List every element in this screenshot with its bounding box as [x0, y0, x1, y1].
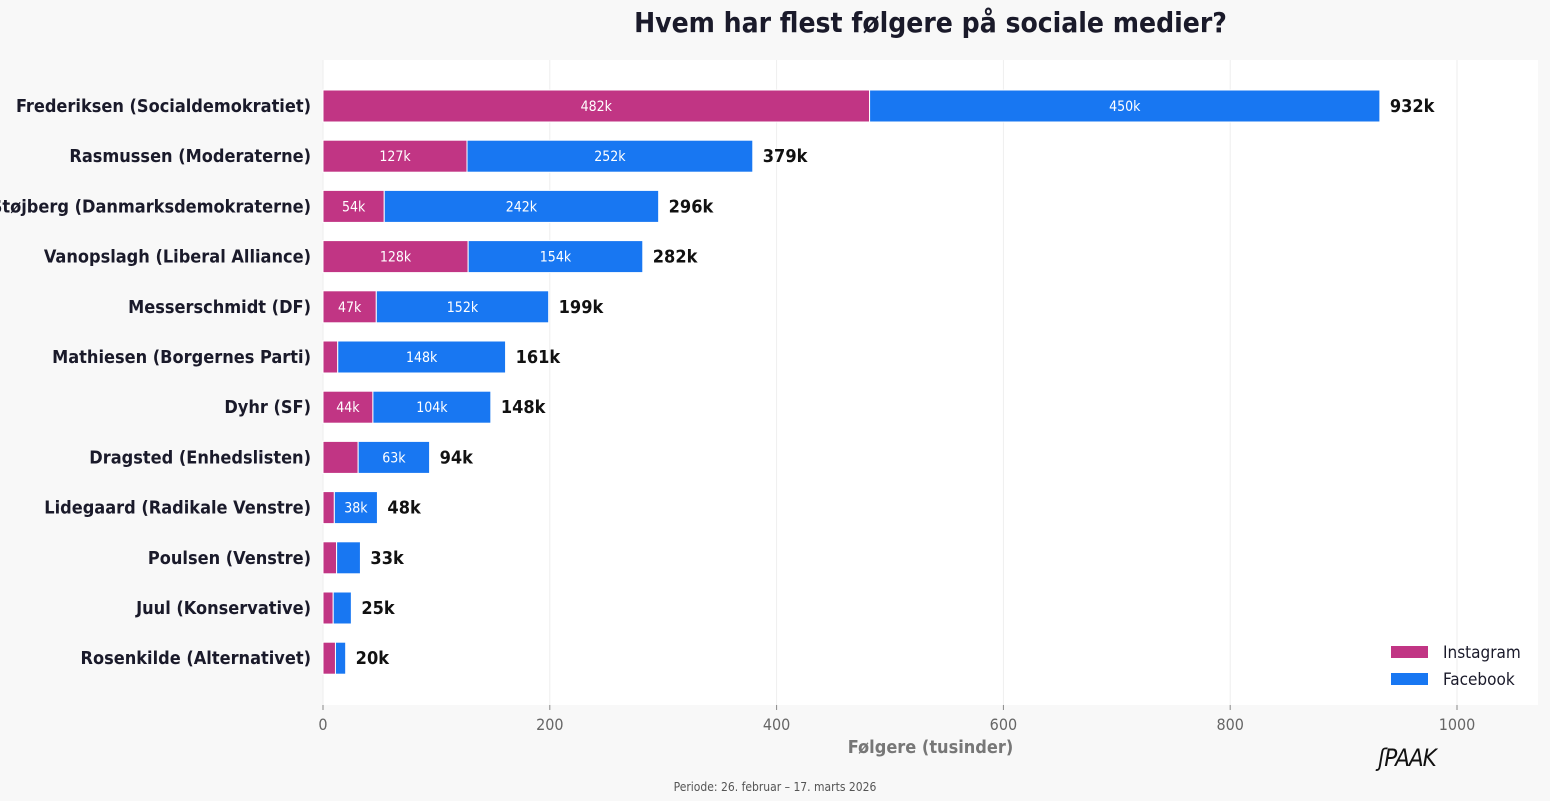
bar-instagram — [322, 641, 336, 675]
x-tick-label: 200 — [536, 715, 563, 734]
bar-value-label: 128k — [380, 250, 412, 266]
category-label: Vanopslagh (Liberal Alliance) — [44, 247, 311, 268]
legend-swatch-instagram — [1391, 646, 1428, 658]
total-label: 33k — [370, 548, 405, 569]
total-label: 296k — [669, 196, 715, 217]
x-tick-label: 0 — [318, 715, 327, 734]
bar-instagram — [322, 591, 334, 625]
total-label: 25k — [361, 598, 396, 619]
total-label: 199k — [559, 297, 605, 318]
bar-facebook — [466, 139, 754, 173]
category-label: Poulsen (Venstre) — [148, 548, 311, 569]
bar-value-label: 38k — [344, 501, 368, 517]
category-label: Rasmussen (Moderaterne) — [69, 146, 311, 167]
bar-facebook — [333, 491, 378, 525]
bar-value-label: 154k — [540, 250, 572, 266]
category-label: Støjberg (Danmarksdemokraterne) — [0, 196, 311, 217]
legend-swatch-facebook — [1391, 673, 1428, 685]
category-label: Lidegaard (Radikale Venstre) — [44, 498, 311, 519]
x-tick-label: 1000 — [1439, 715, 1476, 734]
bar-instagram — [322, 340, 339, 374]
bar-facebook — [383, 189, 660, 223]
category-label: Frederiksen (Socialdemokratiet) — [16, 96, 311, 117]
bar-value-label: 148k — [406, 350, 438, 366]
bar-instagram — [322, 89, 871, 123]
total-label: 94k — [440, 447, 475, 468]
total-label: 48k — [387, 498, 422, 519]
bar-value-label: 242k — [506, 199, 538, 215]
bar-facebook — [336, 541, 361, 575]
x-axis-label: Følgere (tusinder) — [848, 737, 1014, 758]
category-label: Juul (Konservative) — [135, 598, 311, 619]
category-label: Dyhr (SF) — [224, 397, 311, 418]
bar-value-label: 104k — [416, 400, 448, 416]
category-label: Mathiesen (Borgernes Parti) — [52, 347, 311, 368]
bar-value-label: 127k — [379, 149, 411, 165]
x-tick-label: 800 — [1216, 715, 1243, 734]
total-label: 161k — [516, 347, 562, 368]
x-tick-label: 600 — [990, 715, 1017, 734]
bar-value-label: 152k — [447, 300, 479, 316]
period-note: Periode: 26. februar – 17. marts 2026 — [673, 780, 877, 794]
category-label: Dragsted (Enhedslisten) — [89, 447, 311, 468]
chart-title: Hvem har flest følgere på sociale medier… — [634, 6, 1227, 39]
bar-facebook — [869, 89, 1381, 123]
total-label: 379k — [763, 146, 809, 167]
total-label: 148k — [501, 397, 547, 418]
bar-value-label: 252k — [594, 149, 626, 165]
bar-facebook — [357, 440, 431, 474]
legend-label: Instagram — [1443, 643, 1521, 663]
bar-instagram — [322, 541, 338, 575]
bar-instagram — [322, 440, 359, 474]
bar-value-label: 450k — [1109, 99, 1141, 115]
spaak-logo: ʃPAAK — [1378, 744, 1437, 772]
bar-facebook — [332, 591, 352, 625]
total-label: 20k — [356, 648, 391, 669]
legend-label: Facebook — [1443, 670, 1515, 690]
total-label: 282k — [653, 247, 699, 268]
bar-instagram — [322, 491, 335, 525]
bar-value-label: 47k — [338, 300, 362, 316]
bar-facebook — [375, 290, 550, 324]
x-tick-label: 400 — [763, 715, 790, 734]
bar-facebook — [467, 240, 644, 274]
bar-facebook — [334, 641, 347, 675]
category-label: Messerschmidt (DF) — [128, 297, 311, 318]
bar-value-label: 63k — [382, 450, 406, 466]
total-label: 932k — [1390, 96, 1436, 117]
bar-instagram — [322, 390, 374, 424]
bar-value-label: 54k — [342, 199, 366, 215]
category-label: Rosenkilde (Alternativet) — [81, 648, 311, 669]
bar-facebook — [372, 390, 492, 424]
bar-value-label: 44k — [336, 400, 360, 416]
bar-facebook — [337, 340, 507, 374]
bar-value-label: 482k — [581, 99, 613, 115]
